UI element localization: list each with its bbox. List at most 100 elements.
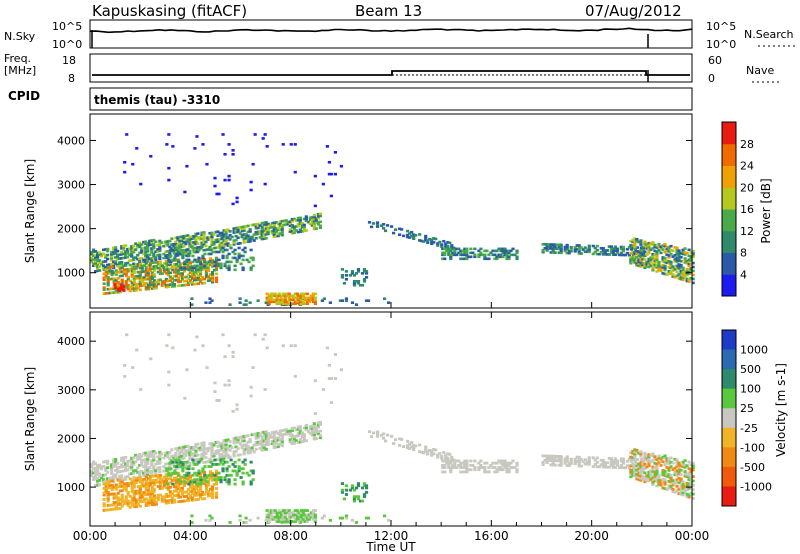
power-echo — [601, 251, 605, 254]
power-echo — [158, 266, 162, 270]
power-echo — [340, 274, 345, 277]
power-echo — [655, 258, 659, 261]
velocity-echo — [144, 484, 148, 488]
velocity-echo — [104, 482, 108, 486]
power-echo — [110, 271, 114, 275]
velocity-echo — [270, 435, 274, 439]
power-echo — [190, 277, 195, 280]
velocity-echo — [190, 489, 195, 493]
velocity-echo — [513, 466, 517, 469]
colorbar-tick-label: 4 — [740, 268, 747, 281]
power-echo — [158, 278, 162, 282]
power-echo — [106, 253, 110, 257]
power-echo — [669, 262, 673, 266]
velocity-echo — [312, 431, 316, 434]
power-echo — [207, 260, 211, 264]
velocity-echo — [223, 460, 227, 464]
velocity-echo — [106, 470, 110, 474]
power-echo — [605, 249, 609, 252]
power-echo — [212, 262, 217, 266]
power-echo — [204, 236, 208, 240]
colorbar-cell — [722, 466, 736, 487]
power-echo — [182, 248, 186, 252]
power-echo — [142, 282, 146, 285]
velocity-echo — [479, 459, 483, 463]
power-echo — [132, 250, 136, 254]
power-echo — [166, 240, 170, 243]
velocity-echo — [677, 465, 681, 469]
velocity-echo — [609, 459, 613, 463]
power-echo — [218, 241, 222, 245]
velocity-echo — [220, 452, 224, 456]
power-echo — [138, 241, 142, 245]
velocity-echo — [653, 472, 657, 476]
velocity-echo — [443, 459, 447, 463]
velocity-echo — [160, 497, 164, 501]
velocity-echo — [232, 450, 236, 454]
velocity-echo — [225, 467, 229, 471]
velocity-echo — [98, 463, 102, 467]
velocity-echo — [304, 426, 308, 429]
power-echo — [254, 227, 258, 230]
velocity-echo — [583, 458, 587, 462]
velocity-echo — [176, 455, 180, 459]
velocity-echo — [202, 492, 207, 496]
velocity-echo — [679, 484, 683, 487]
velocity-echo — [188, 490, 193, 493]
power-echo — [447, 247, 451, 251]
velocity-echo — [239, 467, 243, 471]
power-echo — [635, 259, 639, 263]
velocity-echo — [183, 476, 187, 479]
velocity-echo — [124, 475, 128, 479]
velocity-echo — [118, 480, 122, 484]
velocity-echo — [138, 472, 142, 476]
power-echo — [639, 241, 643, 244]
velocity-echo — [621, 466, 625, 470]
power-echo — [211, 250, 215, 254]
velocity-echo — [408, 447, 412, 450]
velocity-echo — [687, 475, 691, 479]
velocity-echo — [148, 494, 152, 498]
nsky-label: N.Sky — [4, 30, 36, 43]
colorbar-cell — [722, 230, 736, 253]
velocity-echo — [120, 495, 124, 499]
velocity-echo — [168, 477, 172, 480]
velocity-echo — [108, 492, 112, 496]
velocity-echo — [424, 449, 428, 453]
power-echo — [313, 302, 317, 306]
power-echo — [633, 257, 637, 260]
power-echo — [192, 272, 197, 276]
power-echo — [451, 251, 455, 255]
velocity-echo — [371, 431, 376, 435]
power-echo — [132, 267, 136, 270]
power-echo — [248, 301, 252, 304]
power-echo — [92, 254, 96, 258]
velocity-echo — [222, 450, 226, 454]
velocity-echo — [505, 468, 509, 472]
power-echo — [170, 277, 174, 280]
velocity-echo — [192, 498, 197, 502]
power-echo — [167, 254, 171, 258]
velocity-echo — [280, 444, 284, 448]
power-echo — [272, 235, 276, 239]
power-echo — [122, 256, 126, 260]
velocity-echo — [659, 459, 663, 463]
velocity-echo — [180, 488, 185, 492]
power-echo — [174, 244, 178, 248]
velocity-echo — [299, 513, 303, 517]
power-echo — [177, 250, 181, 254]
velocity-echo — [199, 478, 203, 482]
power-echo — [202, 267, 207, 271]
power-echo — [303, 292, 307, 296]
velocity-echo — [543, 454, 547, 458]
power-echo — [344, 299, 349, 302]
colorbar-cell — [722, 122, 736, 145]
power-echo — [629, 261, 633, 265]
velocity-echo — [304, 428, 308, 432]
velocity-echo — [491, 466, 495, 469]
velocity-echo — [677, 487, 681, 491]
power-echo — [190, 281, 195, 284]
power-echo — [116, 265, 120, 268]
power-echo — [394, 228, 398, 231]
power-echo — [152, 283, 156, 286]
